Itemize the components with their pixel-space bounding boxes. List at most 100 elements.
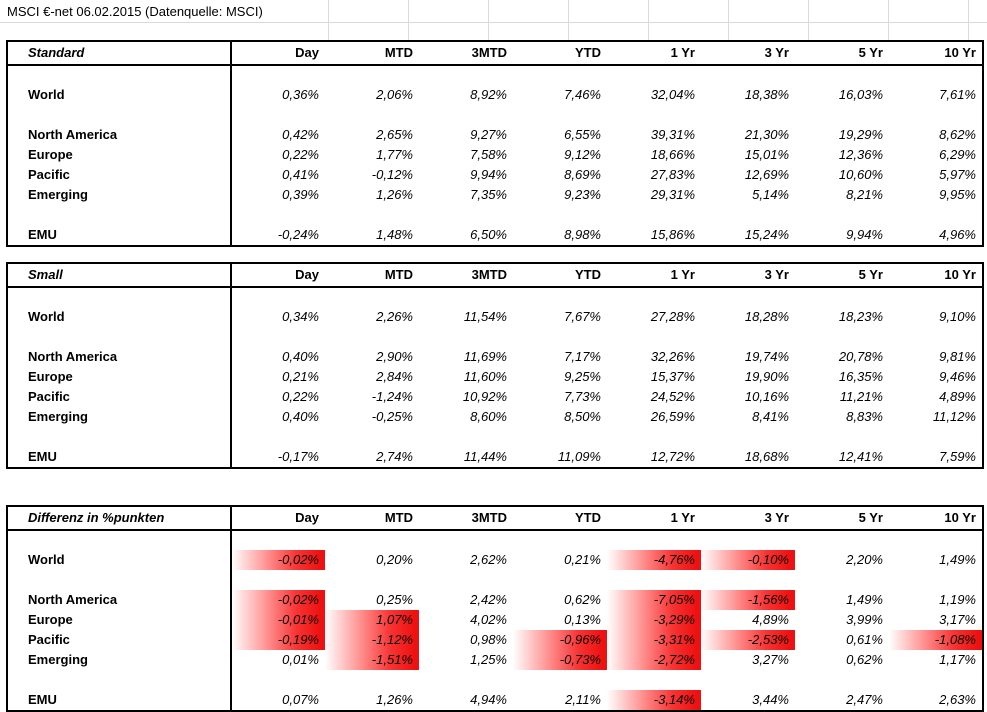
value-cell: 5,97%: [939, 167, 976, 182]
column-header: 5 Yr: [795, 263, 889, 288]
value-cell-highlighted: -7,05%: [607, 590, 701, 610]
value-cell: 18,66%: [650, 147, 695, 162]
row-label: Pacific: [7, 165, 232, 185]
data-row: Emerging 0,40% -0,25% 8,60% 8,50% 26,59% 8,41%…: [7, 407, 983, 427]
value-cell: 10,60%: [838, 167, 883, 182]
value-cell: 3,44%: [752, 692, 789, 707]
value-cell: 0,98%: [470, 632, 507, 647]
value-cell: 7,61%: [939, 87, 976, 102]
value-cell-highlighted: -3,14%: [607, 690, 701, 711]
gridline-vertical: [808, 0, 809, 40]
value-cell: 18,23%: [838, 309, 883, 324]
value-cell: 1,19%: [939, 592, 976, 607]
value-cell: 2,63%: [939, 692, 976, 707]
value-cell: 29,31%: [650, 187, 695, 202]
value-cell-highlighted: 1,07%: [325, 610, 419, 630]
gridline-vertical: [888, 0, 889, 40]
column-header: MTD: [325, 263, 419, 288]
value-cell-highlighted: -3,31%: [607, 630, 701, 650]
value-cell: 9,95%: [939, 187, 976, 202]
spacer-cell: [231, 105, 983, 125]
value-cell: -0,24%: [277, 227, 319, 242]
value-cell-highlighted: -1,08%: [889, 630, 983, 650]
spacer-cell: [7, 670, 232, 690]
data-row: EMU -0,24% 1,48% 6,50% 8,98% 15,86% 15,24% 9,94…: [7, 225, 983, 246]
value-cell: 8,69%: [564, 167, 601, 182]
value-cell: 0,34%: [282, 309, 319, 324]
value-cell: 0,39%: [282, 187, 319, 202]
value-cell: 6,55%: [564, 127, 601, 142]
value-cell: 0,21%: [282, 369, 319, 384]
data-row: Europe 0,22% 1,77% 7,58% 9,12% 18,66% 15,01% 12…: [7, 145, 983, 165]
row-label: Emerging: [7, 185, 232, 205]
value-cell-highlighted: -2,53%: [701, 630, 795, 650]
value-cell: 0,40%: [282, 349, 319, 364]
gridline-vertical: [648, 0, 649, 40]
row-label: Emerging: [7, 650, 232, 670]
value-cell-highlighted: -2,72%: [607, 650, 701, 670]
value-cell: 2,47%: [846, 692, 883, 707]
spacer-cell: [7, 570, 232, 590]
table-title: Standard: [7, 41, 232, 66]
row-label: World: [7, 85, 232, 105]
data-row: North America 0,40% 2,90% 11,69% 7,17% 32,26%…: [7, 347, 983, 367]
value-cell: 11,12%: [932, 409, 976, 424]
value-cell: 4,94%: [470, 692, 507, 707]
row-label: EMU: [7, 447, 232, 468]
value-cell: -0,12%: [371, 167, 413, 182]
row-label: Pacific: [7, 630, 232, 650]
data-row: World 0,34% 2,26% 11,54% 7,67% 27,28% 18,28% 18…: [7, 307, 983, 327]
header-row: Standard Day MTD 3MTD YTD 1 Yr 3 Yr 5 Yr 10 Yr: [7, 41, 983, 66]
column-header: MTD: [325, 41, 419, 66]
row-label: EMU: [7, 225, 232, 246]
value-cell: 9,25%: [564, 369, 601, 384]
column-header: YTD: [513, 506, 607, 531]
row-label: Europe: [7, 610, 232, 630]
value-cell: 6,29%: [939, 147, 976, 162]
value-cell: 11,44%: [463, 449, 507, 464]
value-cell: 1,26%: [376, 692, 413, 707]
value-cell: 1,25%: [470, 652, 507, 667]
spacer-cell: [7, 65, 232, 85]
spacer-row: [7, 287, 983, 307]
row-label: North America: [7, 347, 232, 367]
spacer-row: [7, 530, 983, 550]
value-cell: 9,94%: [846, 227, 883, 242]
value-cell: 4,02%: [470, 612, 507, 627]
value-cell: 8,21%: [846, 187, 883, 202]
value-cell: 0,13%: [564, 612, 601, 627]
column-header: YTD: [513, 263, 607, 288]
column-header: 1 Yr: [607, 506, 701, 531]
value-cell-highlighted: -0,10%: [701, 550, 795, 570]
value-cell: 12,72%: [650, 449, 695, 464]
value-cell: 7,67%: [564, 309, 601, 324]
value-cell: 2,20%: [846, 552, 883, 567]
value-cell: 10,16%: [744, 389, 789, 404]
value-cell: 27,28%: [650, 309, 695, 324]
value-cell: 9,27%: [470, 127, 507, 142]
gridline-vertical: [488, 0, 489, 40]
row-label: North America: [7, 125, 232, 145]
spacer-row: [7, 427, 983, 447]
spacer-row: [7, 570, 983, 590]
spacer-cell: [231, 65, 983, 85]
column-header: 10 Yr: [889, 506, 983, 531]
value-cell: 9,12%: [564, 147, 601, 162]
value-cell: 19,29%: [838, 127, 883, 142]
value-cell: 2,06%: [376, 87, 413, 102]
column-header: 1 Yr: [607, 41, 701, 66]
spacer-cell: [231, 530, 983, 550]
value-cell: 4,96%: [939, 227, 976, 242]
value-cell: 3,17%: [939, 612, 976, 627]
value-cell: 15,86%: [650, 227, 695, 242]
value-cell-highlighted: -0,73%: [513, 650, 607, 670]
data-row: World 0,36% 2,06% 8,92% 7,46% 32,04% 18,38% 16,…: [7, 85, 983, 105]
value-cell: 12,36%: [838, 147, 883, 162]
row-label: Emerging: [7, 407, 232, 427]
value-cell: 8,62%: [939, 127, 976, 142]
value-cell: 0,36%: [282, 87, 319, 102]
value-cell: 0,61%: [846, 632, 883, 647]
value-cell: 2,90%: [376, 349, 413, 364]
value-cell: 7,35%: [470, 187, 507, 202]
